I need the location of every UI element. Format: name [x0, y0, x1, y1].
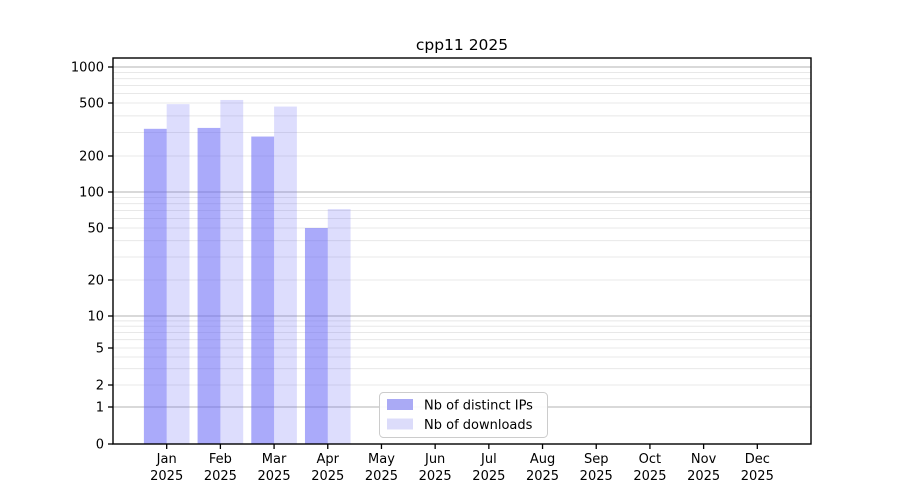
- x-tick-label-year: 2025: [526, 469, 559, 484]
- bars-group: [143, 99, 351, 445]
- bar-downloads-jan: [166, 104, 190, 444]
- chart-title: cpp11 2025: [416, 36, 508, 54]
- bar-ips-feb: [197, 127, 221, 445]
- legend: Nb of distinct IPs Nb of downloads: [379, 392, 548, 438]
- x-tick-label-month: Mar: [262, 452, 287, 467]
- x-tick-label-month: Aug: [530, 452, 555, 467]
- y-tick-label: 10: [87, 310, 104, 325]
- x-tick-label-month: Dec: [745, 452, 770, 467]
- axis-ticks: [108, 66, 758, 449]
- bar-downloads-mar: [274, 106, 297, 445]
- y-tick-label: 100: [79, 186, 104, 201]
- x-tick-label-year: 2025: [258, 469, 291, 484]
- x-tick-label-year: 2025: [311, 469, 344, 484]
- legend-swatch-downloads: [387, 418, 413, 430]
- x-tick-label-month: Apr: [317, 452, 340, 467]
- x-tick-label-month: May: [368, 452, 395, 467]
- x-tick-label-year: 2025: [633, 469, 666, 484]
- bar-ips-apr: [304, 228, 328, 444]
- bar-downloads-apr: [327, 209, 351, 444]
- x-tick-label-month: Feb: [209, 452, 232, 467]
- plot-border: [112, 57, 812, 445]
- y-tick-label: 1000: [71, 61, 104, 76]
- x-tick-label-month: Sep: [584, 452, 609, 467]
- bar-downloads-feb: [220, 99, 244, 444]
- y-tick-label: 0: [96, 438, 104, 453]
- legend-swatch-distinct-ips: [387, 399, 413, 410]
- minor-gridlines: [113, 71, 811, 386]
- y-tick-label: 200: [79, 150, 104, 165]
- y-tick-label: 20: [87, 274, 104, 289]
- plot-spines: [112, 57, 812, 445]
- x-tick-label-year: 2025: [365, 469, 398, 484]
- x-tick-label-year: 2025: [150, 469, 183, 484]
- x-tick-label-month: Jun: [424, 452, 445, 467]
- bar-ips-mar: [251, 136, 275, 444]
- y-tick-label: 1: [96, 401, 104, 416]
- x-tick-label-month: Jan: [156, 452, 177, 467]
- x-tick-label-year: 2025: [472, 469, 505, 484]
- x-tick-label-year: 2025: [741, 469, 774, 484]
- x-tick-label-month: Jul: [480, 452, 497, 467]
- y-tick-label: 500: [79, 97, 104, 112]
- x-tick-label-month: Nov: [691, 452, 717, 467]
- x-tick-label-year: 2025: [204, 469, 237, 484]
- y-tick-label: 50: [87, 222, 104, 237]
- legend-box: [379, 392, 548, 438]
- x-tick-label-month: Oct: [639, 452, 661, 467]
- axis-tick-labels: 0 1 2 5 10 20 50 100 200 500 1000 Jan 2025 Feb 2025 Mar…: [71, 61, 774, 485]
- y-tick-label: 5: [96, 342, 104, 357]
- y-tick-label: 2: [96, 379, 104, 394]
- bar-ips-jan: [143, 128, 167, 445]
- legend-label-distinct-ips: Nb of distinct IPs: [424, 399, 533, 414]
- x-tick-label-year: 2025: [419, 469, 452, 484]
- legend-label-downloads: Nb of downloads: [424, 418, 533, 433]
- x-tick-label-year: 2025: [580, 469, 613, 484]
- x-tick-label-year: 2025: [687, 469, 720, 484]
